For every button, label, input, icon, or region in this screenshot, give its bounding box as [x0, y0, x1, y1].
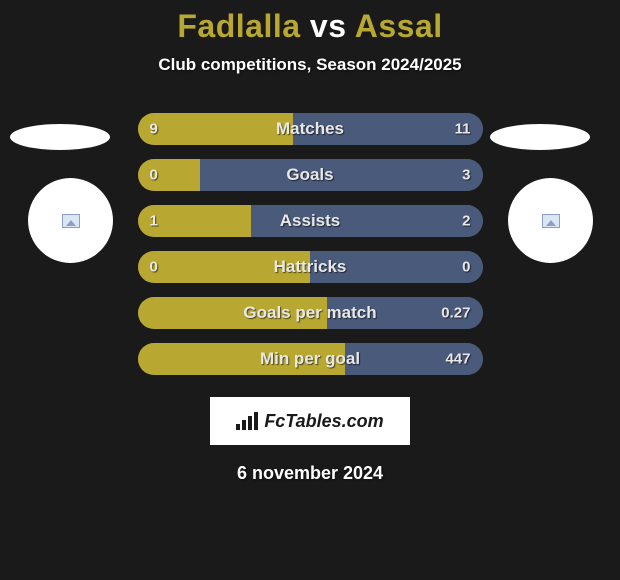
- stat-value-right: 2: [462, 213, 470, 230]
- stat-value-right: 447: [445, 351, 470, 368]
- player1-avatar-ellipse: [10, 124, 110, 150]
- image-placeholder-icon: [62, 214, 80, 228]
- stat-row: Hattricks 0 0: [138, 251, 483, 283]
- stat-value-right: 3: [462, 167, 470, 184]
- player2-team-badge: [508, 178, 593, 263]
- stat-bar-left: [138, 159, 200, 191]
- stat-row: Assists 1 2: [138, 205, 483, 237]
- stat-label: Min per goal: [260, 349, 360, 369]
- player1-team-badge: [28, 178, 113, 263]
- page-title: Fadlalla vs Assal: [0, 8, 620, 45]
- stat-label: Goals: [286, 165, 333, 185]
- stat-value-left: 0: [150, 259, 158, 276]
- player2-name: Assal: [355, 8, 443, 44]
- stat-label: Goals per match: [243, 303, 376, 323]
- stat-bar-right: [200, 159, 483, 191]
- stat-value-left: 1: [150, 213, 158, 230]
- stat-bar-left: [138, 113, 293, 145]
- brand-box: FcTables.com: [210, 397, 410, 445]
- stat-label: Matches: [276, 119, 344, 139]
- stat-value-right: 0.27: [441, 305, 470, 322]
- brand-text: FcTables.com: [264, 411, 383, 432]
- stat-value-right: 11: [455, 121, 471, 138]
- stat-label: Hattricks: [274, 257, 347, 277]
- stat-label: Assists: [280, 211, 340, 231]
- subtitle: Club competitions, Season 2024/2025: [0, 55, 620, 75]
- stat-value-left: 9: [150, 121, 158, 138]
- stat-row: Goals 0 3: [138, 159, 483, 191]
- stat-value-right: 0: [462, 259, 470, 276]
- date-text: 6 november 2024: [0, 463, 620, 484]
- image-placeholder-icon: [542, 214, 560, 228]
- stat-row: Matches 9 11: [138, 113, 483, 145]
- stat-row: Goals per match 0.27: [138, 297, 483, 329]
- stat-row: Min per goal 447: [138, 343, 483, 375]
- stat-value-left: 0: [150, 167, 158, 184]
- brand-bars-icon: [236, 412, 258, 430]
- player2-avatar-ellipse: [490, 124, 590, 150]
- vs-text: vs: [310, 8, 347, 44]
- player1-name: Fadlalla: [177, 8, 300, 44]
